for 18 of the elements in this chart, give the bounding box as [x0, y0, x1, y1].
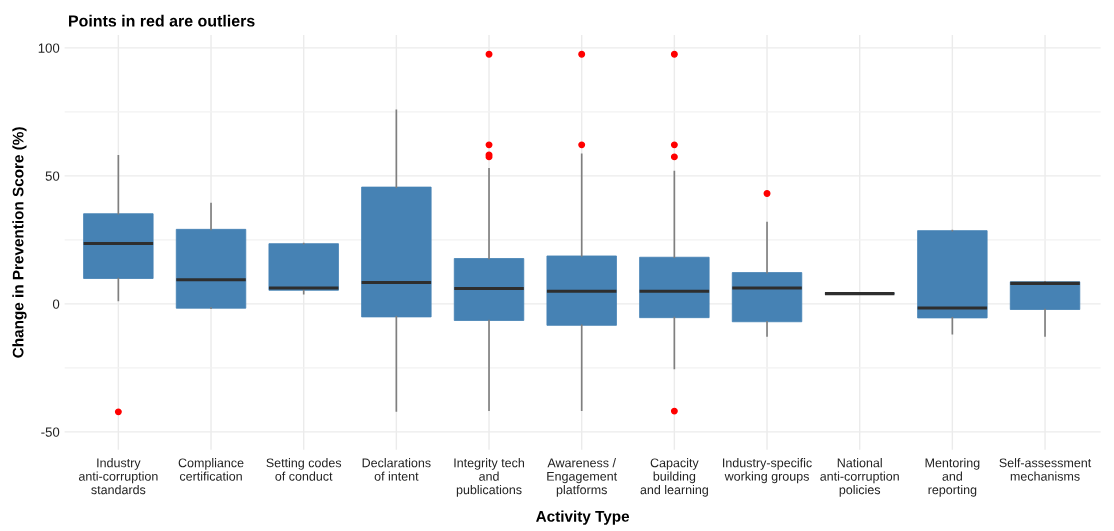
- x-tick-label: National anti-corruption policies: [820, 458, 899, 497]
- x-tick-label: Mentoring and reporting: [925, 458, 980, 497]
- y-tick-label: 100: [38, 43, 60, 53]
- x-tick-label: Self-assessment mechanisms: [999, 458, 1092, 481]
- x-tick-label: Industry anti-corruption standards: [78, 458, 158, 495]
- chart-title: Points in red are outliers: [69, 14, 255, 27]
- x-tick-label: Compliance certification: [178, 458, 244, 481]
- x-tick-label: Industry-specific working groups: [723, 458, 812, 484]
- x-tick-label: Declarations of intent: [362, 458, 431, 481]
- x-tick-label: Awareness / Engagement platforms: [547, 458, 618, 497]
- x-tick-label: Setting codes of conduct: [266, 458, 342, 481]
- x-tick-label: Integrity tech and publications: [454, 458, 524, 497]
- y-axis-title: Change in Prevention Score (%): [12, 127, 27, 358]
- x-axis-title: Activity Type: [536, 510, 630, 525]
- y-tick-label: 50: [45, 171, 60, 181]
- y-tick-label: -50: [41, 427, 60, 437]
- x-tick-label: Capacity building and learning: [640, 458, 708, 497]
- y-tick-label: 0: [52, 299, 60, 309]
